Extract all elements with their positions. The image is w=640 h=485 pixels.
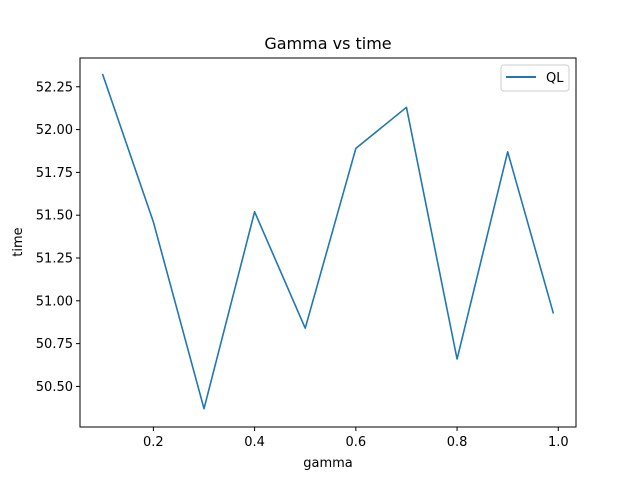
x-tick-label: 0.4 — [244, 435, 265, 450]
plot-area: 0.2 0.4 0.6 0.8 1.0 50.50 50.75 51.00 51.25 51.50… — [36, 57, 577, 450]
y-tick-label: 51.25 — [36, 251, 73, 266]
y-tick-label: 51.50 — [36, 209, 73, 224]
legend: QL — [500, 64, 570, 92]
x-tick-label: 1.0 — [548, 435, 569, 450]
y-tick-label: 51.75 — [36, 166, 73, 181]
y-tick-label: 51.00 — [36, 294, 73, 309]
y-axis-title: time — [11, 227, 26, 256]
x-axis-title: gamma — [303, 456, 353, 471]
y-tick-label: 52.00 — [36, 123, 73, 138]
x-tick-label: 0.8 — [447, 435, 468, 450]
series-line-0 — [101, 73, 555, 410]
x-tick-label: 0.6 — [345, 435, 366, 450]
y-tick-label: 52.25 — [36, 80, 73, 95]
legend-label: QL — [546, 71, 564, 86]
y-tick-label: 50.50 — [36, 380, 73, 395]
y-tick-label: 50.75 — [36, 337, 73, 352]
x-tick-label: 0.2 — [143, 435, 164, 450]
chart-title: Gamma vs time — [264, 34, 391, 53]
axes-frame — [79, 57, 577, 428]
